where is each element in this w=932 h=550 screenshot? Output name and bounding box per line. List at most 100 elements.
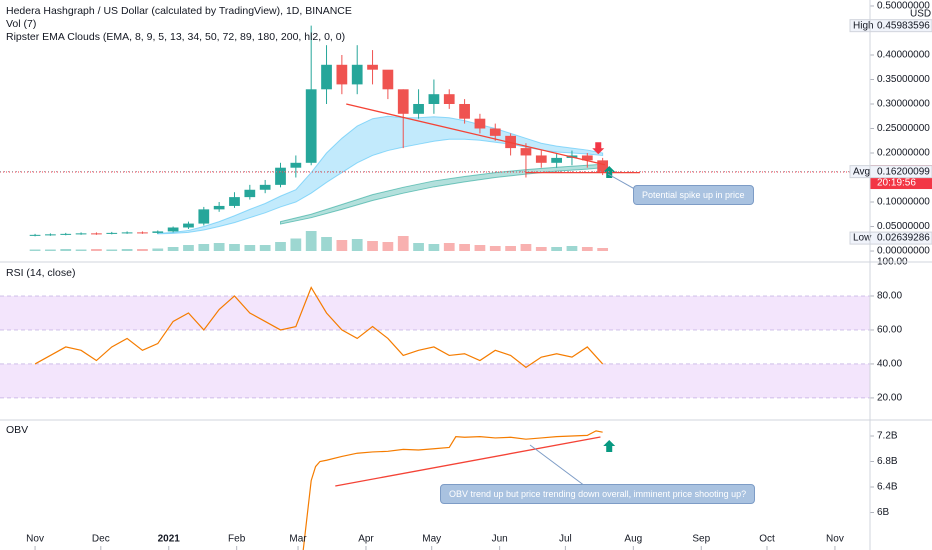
y-tick-label: 80.00 xyxy=(877,291,902,302)
candle-body xyxy=(581,155,593,161)
volume-bar xyxy=(551,247,562,251)
candle-body xyxy=(275,167,286,185)
candle-body xyxy=(198,209,210,224)
trend-line xyxy=(335,436,601,487)
x-tick-label: Sep xyxy=(692,534,710,545)
candle-body xyxy=(60,233,72,235)
volume-bar xyxy=(29,249,41,251)
candle-body xyxy=(259,184,271,190)
candle-body xyxy=(351,64,363,85)
y-tick-label: 0.00000000 xyxy=(877,246,930,257)
chart-title: Hedera Hashgraph / US Dollar (calculated… xyxy=(6,5,352,17)
countdown-label: 20:19:56 xyxy=(877,178,916,189)
volume-bar xyxy=(474,245,486,251)
candle-body xyxy=(336,64,348,85)
marker-name: Avg xyxy=(853,166,870,177)
volume-bar xyxy=(152,248,164,251)
indicator-label: Vol (7) xyxy=(6,18,36,30)
ema-cloud xyxy=(157,115,604,235)
trend-line xyxy=(346,103,605,166)
y-tick-label: 0.25000000 xyxy=(877,123,930,134)
pane-title: RSI (14, close) xyxy=(6,267,75,279)
volume-bar xyxy=(60,249,72,251)
candle-body xyxy=(137,232,148,234)
candle-body xyxy=(91,233,102,235)
y-tick-label: 6B xyxy=(877,507,890,518)
candle-body xyxy=(535,155,547,163)
x-tick-label: Dec xyxy=(92,534,110,545)
volume-bar xyxy=(121,249,133,251)
volume-bar xyxy=(198,244,210,251)
candle-body xyxy=(213,205,225,210)
volume-bar xyxy=(382,242,394,251)
y-tick-label: 0.50000000 xyxy=(877,1,930,12)
y-tick-label: 0.40000000 xyxy=(877,50,930,61)
candle-body xyxy=(443,94,455,104)
rsi-pane xyxy=(0,262,870,399)
candle-body xyxy=(229,197,240,206)
x-tick-label: Nov xyxy=(826,534,844,545)
candle-body xyxy=(121,232,133,234)
y-tick-label: 0.10000000 xyxy=(877,197,930,208)
arrow xyxy=(592,142,605,155)
y-tick-label: 20.00 xyxy=(877,393,902,404)
x-tick-label: Jul xyxy=(559,534,572,545)
volume-bar xyxy=(597,248,609,251)
volume-bar xyxy=(520,244,532,251)
volume-bar xyxy=(367,241,378,251)
candle-body xyxy=(428,94,440,104)
volume-bar xyxy=(413,243,424,251)
volume-bar xyxy=(459,244,470,251)
candle-body xyxy=(489,128,501,136)
volume-bar xyxy=(581,247,593,251)
volume-bar xyxy=(566,246,578,251)
callout: Potential spike up in price xyxy=(633,185,754,205)
candle-body xyxy=(397,89,409,114)
candle-body xyxy=(290,162,302,168)
volume-bar xyxy=(167,247,179,251)
callout-pointer xyxy=(529,444,586,487)
volume-bar xyxy=(275,242,286,251)
volume-bar xyxy=(535,247,547,251)
y-tick-label: 0.30000000 xyxy=(877,99,930,110)
candle-body xyxy=(520,148,532,156)
candle-body xyxy=(413,103,424,114)
volume-bar xyxy=(336,240,348,251)
series-line xyxy=(302,430,603,550)
candle-body xyxy=(597,160,609,173)
marker-name: High xyxy=(853,20,874,31)
volume-bar xyxy=(505,246,516,251)
candle-body xyxy=(167,227,179,232)
x-tick-label: Feb xyxy=(228,534,246,545)
pane-title: OBV xyxy=(6,424,28,436)
marker-value: 0.45983596 xyxy=(877,20,930,31)
candle-body xyxy=(305,89,317,163)
series-line xyxy=(34,286,604,369)
y-tick-label: 0.20000000 xyxy=(877,148,930,159)
x-tick-label: Oct xyxy=(759,534,775,545)
price-pane xyxy=(0,25,870,251)
y-tick-label: 6.4B xyxy=(877,482,898,493)
candle-body xyxy=(244,189,256,198)
x-tick-label: Jun xyxy=(492,534,508,545)
volume-bar xyxy=(45,249,56,251)
x-tick-label: 2021 xyxy=(158,534,181,545)
candle-body xyxy=(106,232,118,234)
y-tick-label: 60.00 xyxy=(877,325,902,336)
x-tick-label: May xyxy=(422,534,441,545)
volume-bar xyxy=(213,243,225,251)
callout: OBV trend up but price trending down ove… xyxy=(440,484,756,504)
y-tick-label: 40.00 xyxy=(877,359,902,370)
candle-body xyxy=(183,223,194,228)
indicator-label: Ripster EMA Clouds (EMA, 8, 9, 5, 13, 34… xyxy=(6,31,345,43)
arrow xyxy=(603,439,616,452)
volume-bar xyxy=(290,238,302,251)
candle-body xyxy=(551,157,562,163)
y-tick-label: 0.35000000 xyxy=(877,74,930,85)
volume-bar xyxy=(244,245,256,251)
x-tick-label: Apr xyxy=(358,534,374,545)
candle-body xyxy=(459,103,470,119)
marker-value: 0.16200099 xyxy=(877,166,930,177)
x-tick-label: Nov xyxy=(26,534,44,545)
